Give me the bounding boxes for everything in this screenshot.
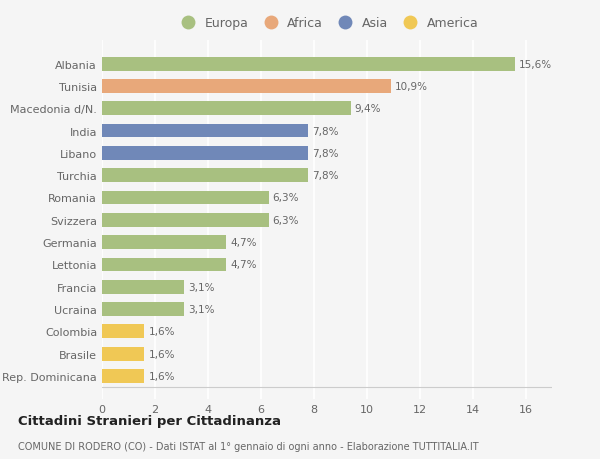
- Text: 15,6%: 15,6%: [519, 60, 552, 69]
- Text: 1,6%: 1,6%: [148, 327, 175, 336]
- Text: 3,1%: 3,1%: [188, 304, 215, 314]
- Bar: [102, 325, 145, 339]
- Text: COMUNE DI RODERO (CO) - Dati ISTAT al 1° gennaio di ogni anno - Elaborazione TUT: COMUNE DI RODERO (CO) - Dati ISTAT al 1°…: [18, 441, 479, 451]
- Legend: Europa, Africa, Asia, America: Europa, Africa, Asia, America: [176, 17, 478, 30]
- Bar: [102, 124, 308, 138]
- Text: 4,7%: 4,7%: [230, 238, 257, 247]
- Bar: [102, 213, 269, 227]
- Bar: [102, 369, 145, 383]
- Text: 6,3%: 6,3%: [273, 215, 299, 225]
- Bar: [102, 280, 184, 294]
- Text: 3,1%: 3,1%: [188, 282, 215, 292]
- Text: 1,6%: 1,6%: [148, 371, 175, 381]
- Bar: [102, 102, 351, 116]
- Text: 7,8%: 7,8%: [313, 126, 339, 136]
- Bar: [102, 258, 226, 272]
- Text: 7,8%: 7,8%: [313, 171, 339, 181]
- Bar: [102, 347, 145, 361]
- Bar: [102, 191, 269, 205]
- Text: Cittadini Stranieri per Cittadinanza: Cittadini Stranieri per Cittadinanza: [18, 414, 281, 428]
- Text: 4,7%: 4,7%: [230, 260, 257, 270]
- Text: 1,6%: 1,6%: [148, 349, 175, 359]
- Text: 6,3%: 6,3%: [273, 193, 299, 203]
- Text: 9,4%: 9,4%: [355, 104, 381, 114]
- Text: 7,8%: 7,8%: [313, 149, 339, 158]
- Bar: [102, 235, 226, 250]
- Bar: [102, 80, 391, 94]
- Bar: [102, 57, 515, 72]
- Bar: [102, 302, 184, 316]
- Text: 10,9%: 10,9%: [395, 82, 427, 92]
- Bar: [102, 146, 308, 161]
- Bar: [102, 169, 308, 183]
